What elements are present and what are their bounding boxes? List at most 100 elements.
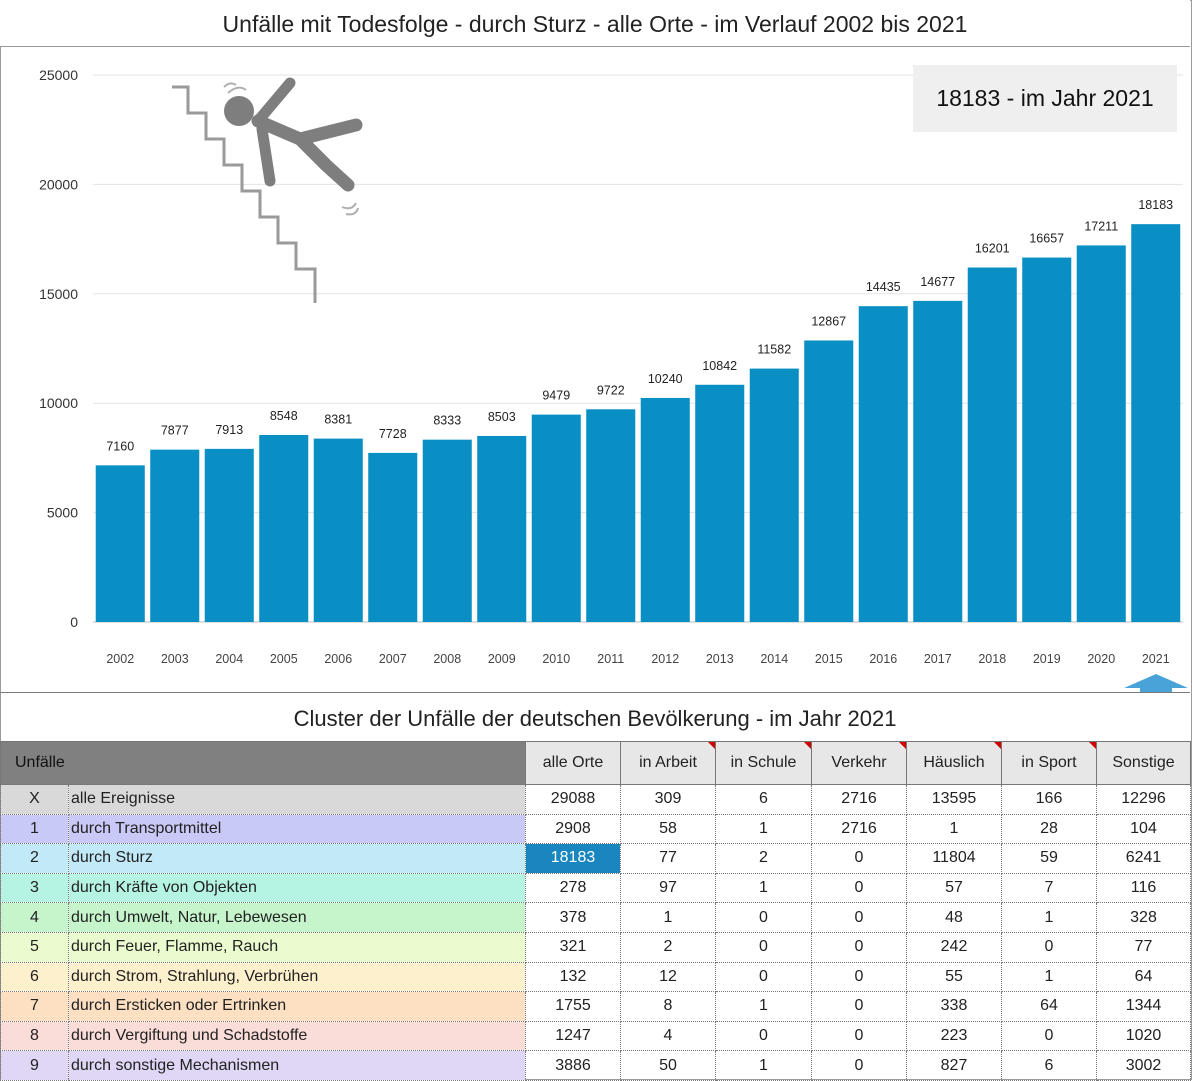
table-row: 7 durch Ersticken oder Ertrinken 1755 8 1 0 33… (0, 991, 1191, 1022)
table-cell: 2908 (525, 813, 621, 845)
row-id: 7 (0, 991, 69, 1022)
table-cell: 0 (811, 902, 907, 933)
row-label: durch sonstige Mechanismen (68, 1050, 526, 1081)
x-tick-label: 2017 (924, 652, 952, 666)
table-cell: 0 (1001, 931, 1097, 963)
table-cell: 0 (811, 872, 907, 904)
data-label: 7728 (379, 427, 407, 441)
table-cell: 7 (1001, 872, 1097, 904)
table-row: 2 durch Sturz 18183 77 2 0 11804 59 6241 (0, 843, 1191, 874)
table-header-row: Unfälle alle Orte in Arbeit in Schule Ve… (0, 741, 1191, 785)
table-cell: 18183 (525, 843, 621, 874)
x-tick-label: 2016 (869, 652, 897, 666)
comment-marker-icon (1089, 742, 1096, 749)
table-cell: 827 (906, 1050, 1002, 1081)
bar-2012 (640, 397, 690, 622)
bar-data-labels: 7160 7877 7913 8548 8381 7728 8333 8503 9479 9722… (106, 198, 1173, 453)
comment-marker-icon (804, 742, 811, 749)
data-label: 18183 (1138, 198, 1173, 212)
bar-2009 (477, 435, 527, 622)
bar-2013 (695, 384, 745, 622)
comment-marker-icon (994, 742, 1001, 749)
table-cell: 58 (620, 813, 716, 845)
row-label: durch Umwelt, Natur, Lebewesen (68, 902, 526, 933)
y-axis-ticks: 0 5000 10000 15000 20000 25000 (39, 67, 78, 630)
table-cell: 0 (811, 1020, 907, 1052)
x-tick-label: 2013 (706, 652, 734, 666)
bar-2008 (422, 439, 472, 622)
data-label: 9722 (597, 383, 625, 397)
table-cell: 6241 (1096, 843, 1191, 874)
chart-bars (95, 224, 1181, 623)
row-label: durch Sturz (68, 843, 526, 874)
x-tick-label: 2009 (488, 652, 516, 666)
table-row: 3 durch Kräfte von Objekten 278 97 1 0 57 7 116 (0, 872, 1191, 904)
row-id: 3 (0, 872, 69, 904)
bar-2020 (1076, 245, 1126, 622)
column-header-in-sport: in Sport (1001, 741, 1097, 785)
table-cell: 55 (906, 961, 1002, 993)
table-row: 1 durch Transportmittel 2908 58 1 2716 1 28 104 (0, 813, 1191, 845)
x-axis-ticks: 2002 2003 2004 2005 2006 2007 2008 2009 2010 2011… (106, 652, 1169, 666)
table-cell: 64 (1096, 961, 1191, 993)
column-header-in-arbeit: in Arbeit (620, 741, 716, 785)
table-title: Cluster der Unfälle der deutschen Bevölk… (293, 706, 897, 731)
table-cell: 0 (715, 1020, 812, 1052)
row-id: 6 (0, 961, 69, 993)
x-tick-label: 2005 (270, 652, 298, 666)
table-cell: 13595 (906, 784, 1002, 815)
data-label: 10240 (648, 372, 683, 386)
table-cell: 0 (811, 991, 907, 1022)
row-label: durch Strom, Strahlung, Verbrühen (68, 961, 526, 993)
table-cell: 1247 (525, 1020, 621, 1052)
table-cell: 59 (1001, 843, 1097, 874)
data-label: 16201 (975, 242, 1010, 256)
table-cell: 12 (620, 961, 716, 993)
section-divider (0, 692, 1190, 693)
table-cell: 132 (525, 961, 621, 993)
x-tick-label: 2015 (815, 652, 843, 666)
bar-2007 (368, 452, 418, 622)
chart-title: Unfälle mit Todesfolge - durch Sturz - a… (0, 0, 1190, 47)
table-row: 8 durch Vergiftung und Schadstoffe 1247 4 0 0… (0, 1020, 1191, 1052)
y-tick-label: 20000 (39, 176, 78, 192)
table-cell: 1 (715, 991, 812, 1022)
x-tick-label: 2012 (651, 652, 679, 666)
data-label: 12867 (811, 314, 846, 328)
row-label: durch Kräfte von Objekten (68, 872, 526, 904)
table-cell: 77 (620, 843, 716, 874)
table-row: 5 durch Feuer, Flamme, Rauch 321 2 0 0 242 0 77 (0, 931, 1191, 963)
data-label: 7160 (106, 439, 134, 453)
table-cell: 378 (525, 902, 621, 933)
bar-2003 (150, 449, 200, 622)
data-label: 8333 (433, 414, 461, 428)
data-label: 7877 (161, 424, 189, 438)
table-cell: 223 (906, 1020, 1002, 1052)
column-header-verkehr: Verkehr (811, 741, 907, 785)
row-id: 1 (0, 813, 69, 845)
y-tick-label: 0 (70, 614, 78, 630)
bar-2014 (749, 368, 799, 622)
x-tick-label: 2002 (106, 652, 134, 666)
table-cell: 97 (620, 872, 716, 904)
bar-2011 (586, 409, 636, 622)
table-cell: 0 (811, 931, 907, 963)
table-cell: 0 (715, 961, 812, 993)
table-cell: 2 (715, 843, 812, 874)
table-cell: 1 (1001, 902, 1097, 933)
table-cell: 104 (1096, 813, 1191, 845)
table-row: 9 durch sonstige Mechanismen 3886 50 1 0 827 6 3… (0, 1050, 1191, 1081)
table-cell: 0 (811, 843, 907, 874)
x-tick-label: 2003 (161, 652, 189, 666)
table-cell: 11804 (906, 843, 1002, 874)
data-label: 14435 (866, 280, 901, 294)
y-tick-label: 5000 (47, 505, 78, 521)
data-label: 10842 (702, 359, 737, 373)
table-row: 6 durch Strom, Strahlung, Verbrühen 132 12 0… (0, 961, 1191, 993)
falling-person-stairs-icon (172, 77, 363, 303)
data-label: 17211 (1084, 219, 1118, 233)
table-cell: 1 (715, 1050, 812, 1081)
table-cell: 48 (906, 902, 1002, 933)
y-tick-label: 25000 (39, 67, 78, 83)
table-row: 4 durch Umwelt, Natur, Lebewesen 378 1 0 0 48 1… (0, 902, 1191, 933)
